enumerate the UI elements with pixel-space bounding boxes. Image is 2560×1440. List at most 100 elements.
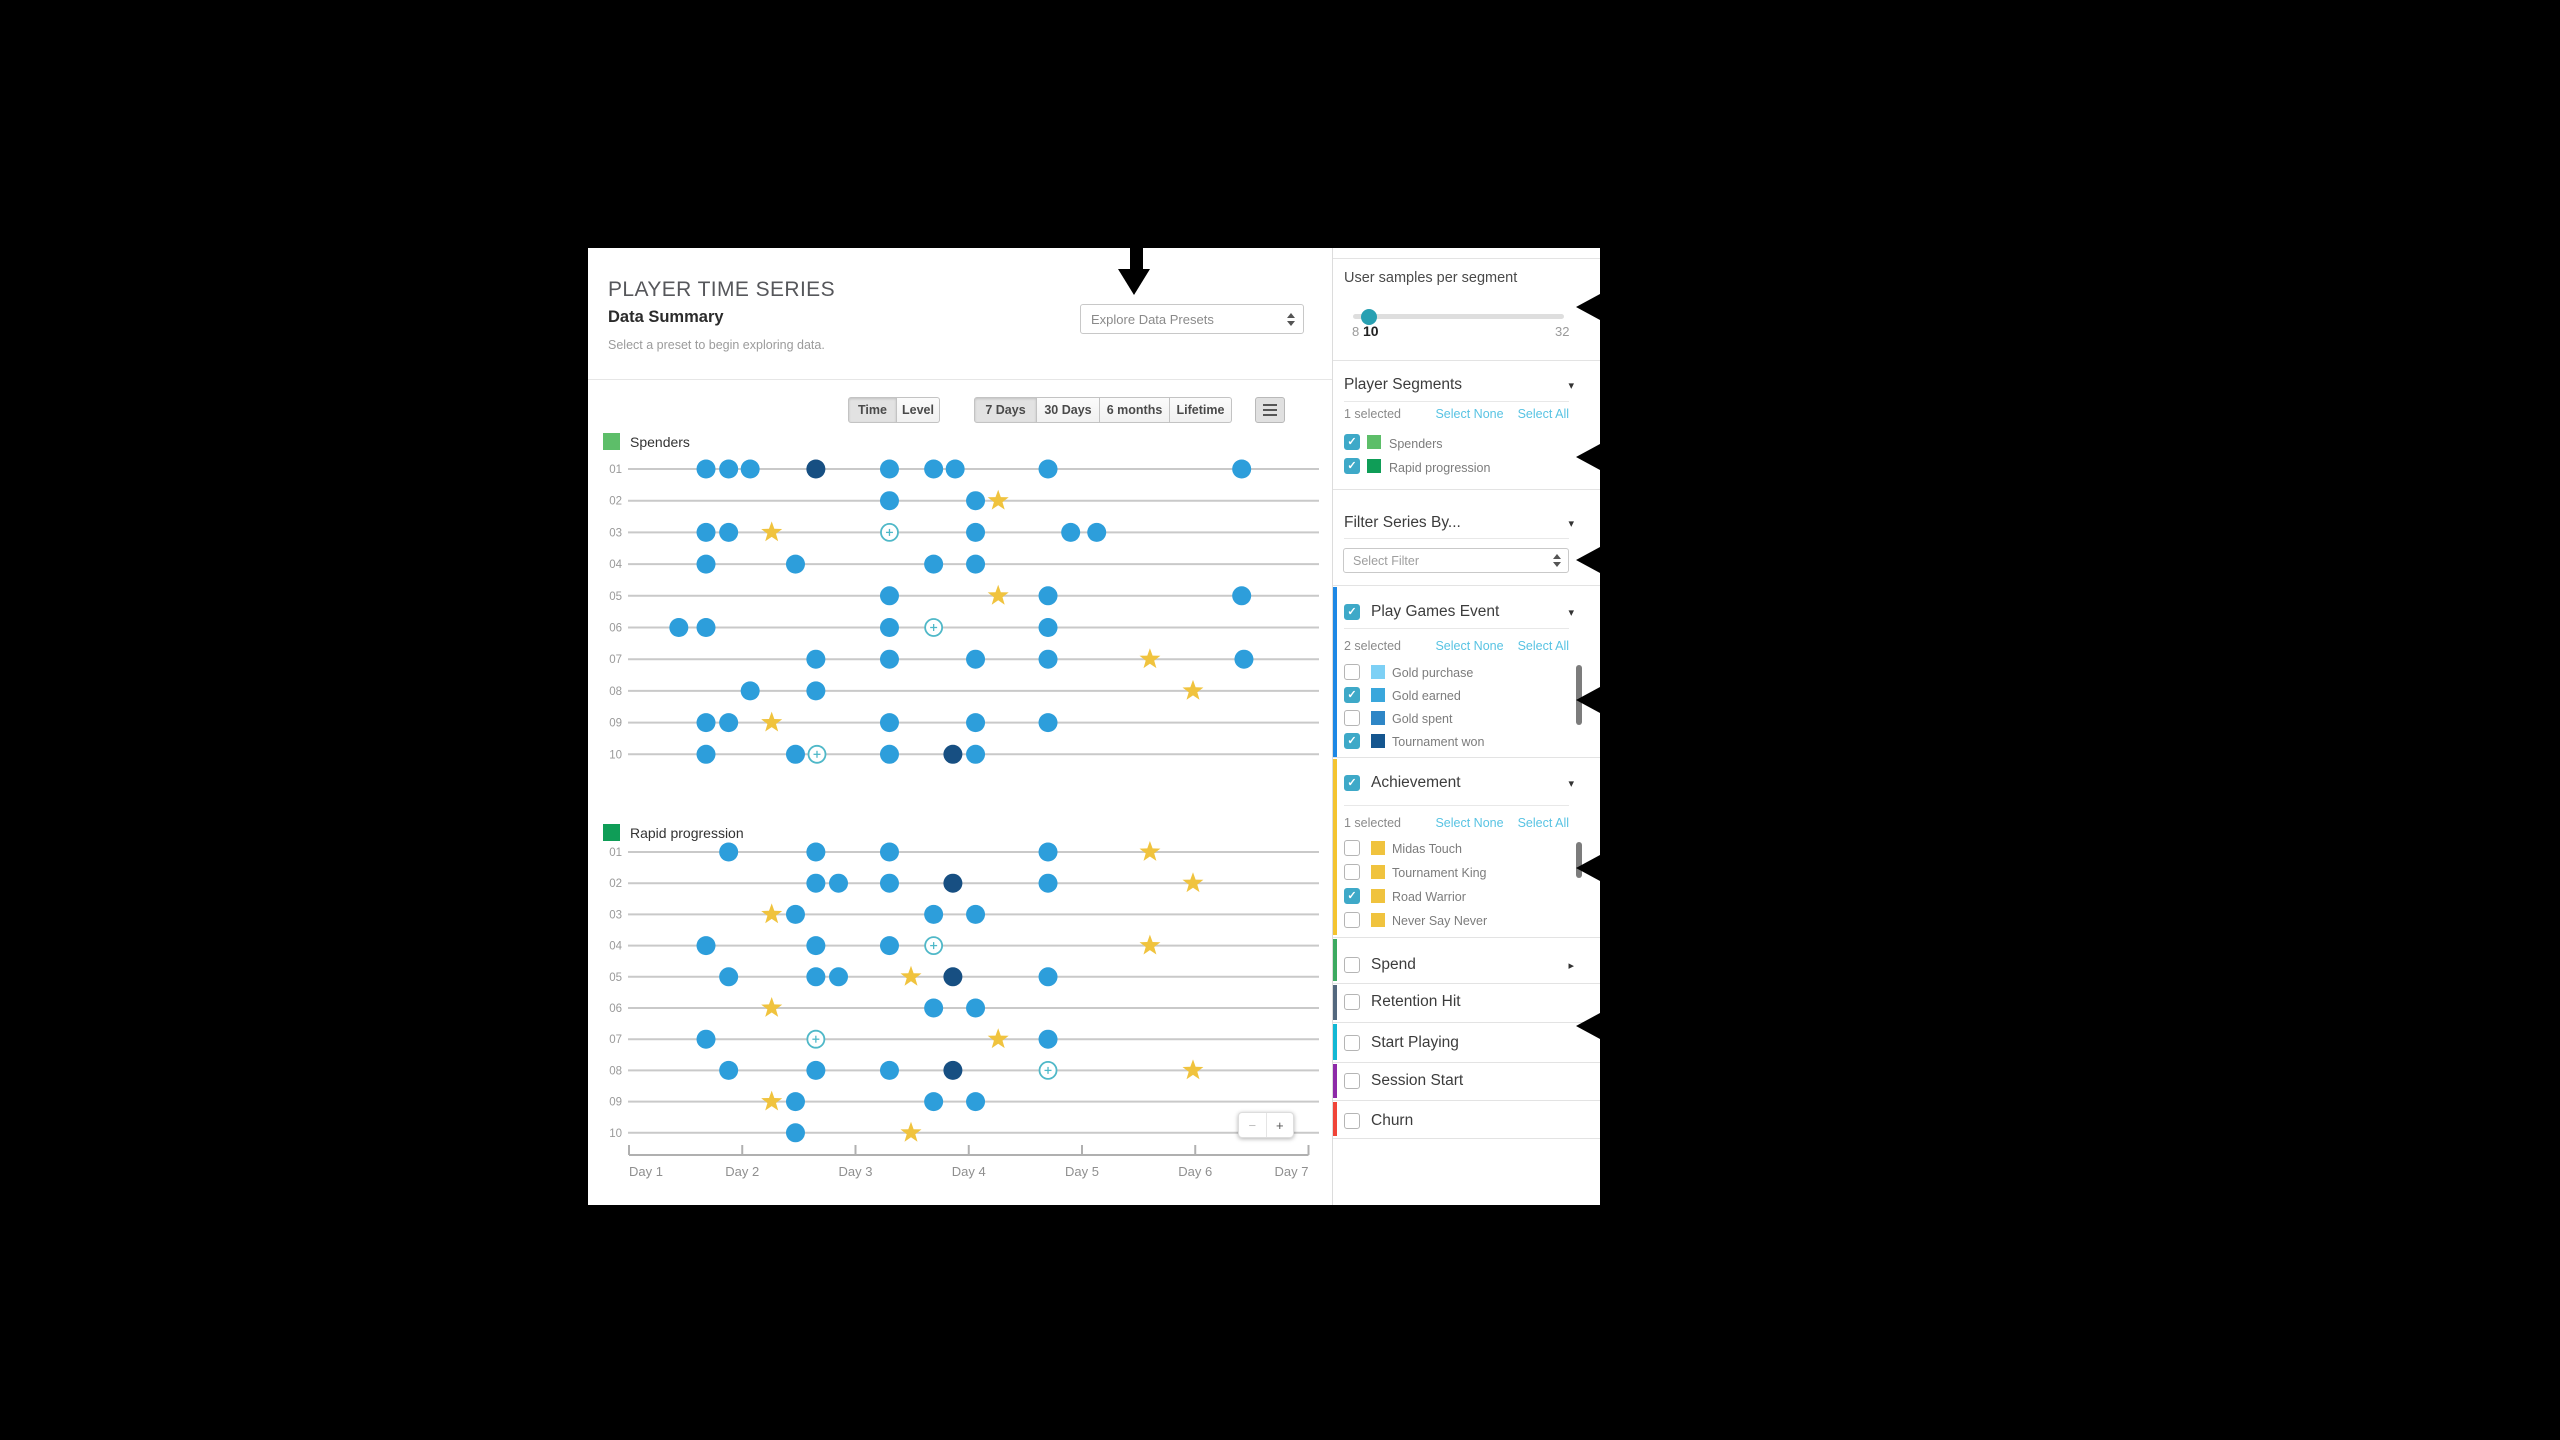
samples-slider[interactable] bbox=[1353, 314, 1564, 319]
event-marker-dark-dot[interactable] bbox=[943, 744, 963, 764]
event-marker-dot[interactable] bbox=[1038, 649, 1058, 669]
event-marker-dot[interactable] bbox=[696, 554, 716, 574]
event-marker-dot[interactable] bbox=[966, 491, 986, 511]
event-marker-dot[interactable] bbox=[696, 744, 716, 764]
chevron-down-icon[interactable]: ▾ bbox=[1568, 778, 1574, 790]
samples-slider-handle[interactable] bbox=[1361, 309, 1377, 325]
event-marker-dot[interactable] bbox=[806, 967, 826, 987]
event-marker-dot[interactable] bbox=[966, 522, 986, 542]
event-marker-dot[interactable] bbox=[806, 1060, 826, 1080]
checkbox-tournament-king[interactable]: ✓ bbox=[1344, 864, 1360, 880]
event-marker-dot[interactable] bbox=[696, 936, 716, 956]
event-marker-dot[interactable] bbox=[966, 744, 986, 764]
event-marker-dot[interactable] bbox=[806, 649, 826, 669]
menu-icon[interactable] bbox=[1255, 397, 1285, 423]
event-marker-dot[interactable] bbox=[879, 586, 899, 606]
event-marker-star[interactable] bbox=[900, 965, 922, 986]
event-marker-dot[interactable] bbox=[924, 554, 944, 574]
event-marker-dot[interactable] bbox=[740, 459, 760, 479]
event-marker-dot[interactable] bbox=[966, 713, 986, 733]
event-marker-dot[interactable] bbox=[879, 842, 899, 862]
event-marker-dark-dot[interactable] bbox=[806, 459, 826, 479]
event-marker-dot[interactable] bbox=[785, 1092, 805, 1112]
time-series-chart[interactable]: 01 02 03 04 05 06 07 08 09 10 01 02 03 04 05 06 07 08 09 10… bbox=[588, 248, 1332, 1205]
event-marker-star[interactable] bbox=[987, 584, 1009, 605]
event-marker-dot[interactable] bbox=[1232, 459, 1252, 479]
event-marker-dot[interactable] bbox=[696, 1029, 716, 1049]
event-marker-dot[interactable] bbox=[879, 491, 899, 511]
select-all-link[interactable]: Select All bbox=[1517, 407, 1569, 421]
event-marker-dot[interactable] bbox=[879, 713, 899, 733]
event-marker-dot[interactable] bbox=[806, 936, 826, 956]
checkbox-gold-purchase[interactable]: ✓ bbox=[1344, 664, 1360, 680]
event-marker-dot[interactable] bbox=[879, 649, 899, 669]
event-marker-star[interactable] bbox=[761, 521, 783, 542]
checkbox-retention-hit[interactable]: ✓ bbox=[1344, 994, 1360, 1010]
event-marker-dot[interactable] bbox=[829, 873, 849, 893]
checkbox-gold-earned[interactable]: ✓ bbox=[1344, 687, 1360, 703]
chevron-right-icon[interactable]: ▸ bbox=[1568, 960, 1574, 972]
event-marker-star[interactable] bbox=[761, 711, 783, 732]
zoom-out-button[interactable]: − bbox=[1239, 1113, 1267, 1137]
event-marker-dot[interactable] bbox=[1038, 618, 1058, 637]
select-none-link[interactable]: Select None bbox=[1435, 639, 1504, 653]
event-marker-dot[interactable] bbox=[966, 649, 986, 669]
checkbox-spenders[interactable]: ✓ bbox=[1344, 434, 1360, 450]
checkbox-achievement[interactable]: ✓ bbox=[1344, 775, 1360, 791]
event-marker-dot[interactable] bbox=[924, 1092, 944, 1112]
event-marker-star[interactable] bbox=[1182, 872, 1204, 893]
select-all-link[interactable]: Select All bbox=[1517, 816, 1569, 830]
chevron-down-icon[interactable]: ▾ bbox=[1568, 380, 1574, 392]
event-marker-dot[interactable] bbox=[1038, 459, 1058, 479]
event-marker-star[interactable] bbox=[1182, 1059, 1204, 1080]
event-marker-dot[interactable] bbox=[1232, 586, 1252, 606]
event-marker-star[interactable] bbox=[1139, 934, 1161, 955]
event-marker-dot[interactable] bbox=[1087, 522, 1107, 542]
checkbox-churn[interactable]: ✓ bbox=[1344, 1113, 1360, 1129]
select-all-link[interactable]: Select All bbox=[1517, 639, 1569, 653]
event-marker-dot[interactable] bbox=[879, 618, 899, 637]
event-marker-dot[interactable] bbox=[879, 936, 899, 956]
event-marker-dot[interactable] bbox=[696, 522, 716, 542]
select-none-link[interactable]: Select None bbox=[1435, 407, 1504, 421]
event-marker-dot[interactable] bbox=[1061, 522, 1081, 542]
event-marker-dot[interactable] bbox=[1038, 842, 1058, 862]
event-marker-star[interactable] bbox=[761, 997, 783, 1017]
tab-level[interactable]: Level bbox=[897, 397, 940, 423]
event-marker-dot[interactable] bbox=[924, 998, 944, 1018]
event-marker-dot[interactable] bbox=[740, 681, 760, 701]
tab-time[interactable]: Time bbox=[848, 397, 897, 423]
event-marker-dot[interactable] bbox=[696, 713, 716, 733]
tab-30-days[interactable]: 30 Days bbox=[1037, 397, 1100, 423]
event-marker-dot[interactable] bbox=[966, 998, 986, 1018]
filter-select[interactable]: Select Filter bbox=[1343, 548, 1569, 573]
checkbox-session-start[interactable]: ✓ bbox=[1344, 1073, 1360, 1089]
event-marker-dark-dot[interactable] bbox=[943, 873, 963, 893]
checkbox-tournament-won[interactable]: ✓ bbox=[1344, 733, 1360, 749]
checkbox-never-say-never[interactable]: ✓ bbox=[1344, 912, 1360, 928]
event-marker-dot[interactable] bbox=[806, 842, 826, 862]
event-marker-dot[interactable] bbox=[806, 681, 826, 701]
event-marker-dot[interactable] bbox=[719, 459, 739, 479]
event-marker-dot[interactable] bbox=[1234, 649, 1254, 669]
select-none-link[interactable]: Select None bbox=[1435, 816, 1504, 830]
event-marker-dot[interactable] bbox=[1038, 1029, 1058, 1049]
event-marker-star[interactable] bbox=[900, 1121, 922, 1142]
event-marker-star[interactable] bbox=[987, 1028, 1009, 1049]
event-marker-dot[interactable] bbox=[785, 904, 805, 924]
event-marker-dot[interactable] bbox=[945, 459, 965, 479]
checkbox-midas-touch[interactable]: ✓ bbox=[1344, 840, 1360, 856]
event-marker-dot[interactable] bbox=[696, 459, 716, 479]
event-marker-dark-dot[interactable] bbox=[943, 967, 963, 987]
event-marker-dot[interactable] bbox=[966, 904, 986, 924]
event-marker-dot[interactable] bbox=[696, 618, 716, 637]
event-marker-dot[interactable] bbox=[879, 744, 899, 764]
event-marker-dot[interactable] bbox=[806, 873, 826, 893]
tab-6-months[interactable]: 6 months bbox=[1100, 397, 1170, 423]
event-marker-dot[interactable] bbox=[719, 842, 739, 862]
event-marker-dot[interactable] bbox=[924, 459, 944, 479]
event-marker-dot[interactable] bbox=[924, 904, 944, 924]
event-marker-dot[interactable] bbox=[785, 744, 805, 764]
tab-lifetime[interactable]: Lifetime bbox=[1170, 397, 1232, 423]
event-marker-dot[interactable] bbox=[829, 967, 849, 987]
